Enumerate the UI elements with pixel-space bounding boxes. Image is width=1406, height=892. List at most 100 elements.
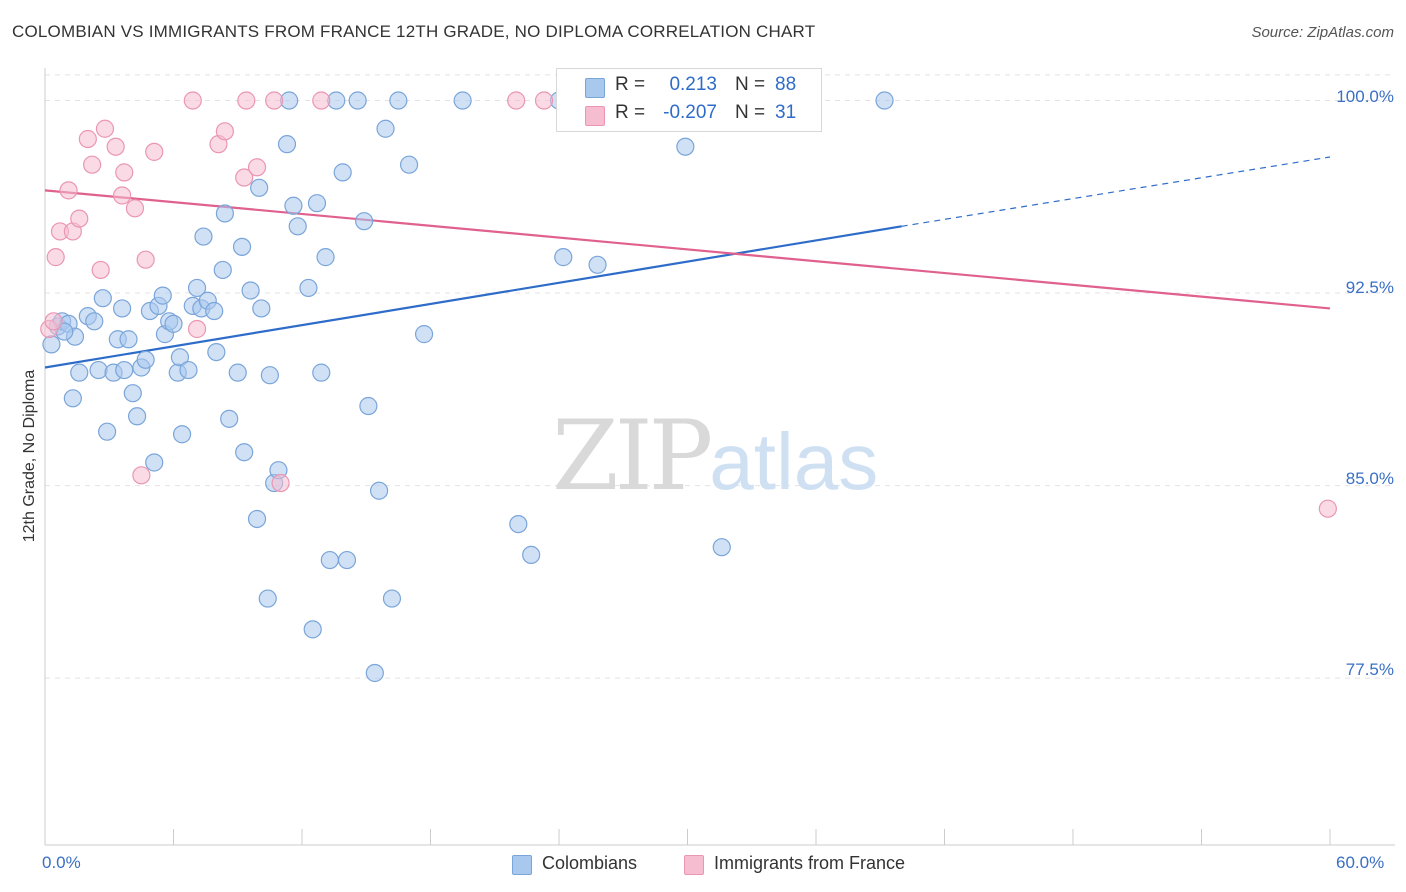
- point-colombians: [284, 196, 303, 215]
- point-colombians: [220, 409, 239, 428]
- point-colombians: [414, 325, 434, 344]
- point-colombians: [320, 550, 339, 570]
- point-colombians: [376, 119, 395, 138]
- point-colombians: [333, 163, 352, 182]
- point-colombians: [247, 509, 267, 529]
- point-colombians: [112, 299, 132, 318]
- point-colombians: [712, 538, 731, 557]
- point-colombians: [164, 314, 183, 333]
- point-colombians: [42, 335, 61, 354]
- x-tick-label-min: 0.0%: [42, 853, 81, 872]
- point-colombians: [588, 255, 607, 274]
- grid-lines: [45, 74, 1395, 679]
- point-colombians: [370, 481, 389, 500]
- point-colombians: [207, 342, 226, 362]
- point-france: [125, 199, 145, 218]
- point-colombians: [299, 278, 318, 298]
- y-tick-label-100: 100.0%: [1336, 87, 1394, 106]
- point-colombians: [453, 91, 472, 110]
- legend-r-value: 0.213: [669, 74, 717, 95]
- point-colombians: [63, 389, 82, 408]
- legend-swatch-pink: [585, 106, 605, 126]
- series-legend-label-colombians: Colombians: [542, 853, 638, 873]
- point-france: [1318, 499, 1337, 518]
- point-colombians: [277, 135, 297, 154]
- point-france: [187, 319, 207, 339]
- chart-title: COLOMBIAN VS IMMIGRANTS FROM FRANCE 12TH…: [12, 22, 816, 41]
- point-france: [136, 250, 155, 269]
- legend-n-value: 88: [775, 74, 797, 95]
- point-colombians: [252, 299, 271, 318]
- point-france: [95, 119, 115, 138]
- watermark-zip: ZIP: [552, 400, 713, 512]
- series-legend-label-france: Immigrants from France: [714, 853, 906, 873]
- point-colombians: [93, 289, 112, 308]
- scatter-points: [40, 91, 1337, 683]
- legend-r-label: R =: [615, 102, 646, 123]
- point-france: [271, 473, 290, 493]
- trend-lines: [44, 156, 1331, 369]
- y-tick-label-85: 85.0%: [1345, 469, 1394, 488]
- point-france: [183, 91, 202, 110]
- point-colombians: [288, 217, 307, 236]
- point-colombians: [875, 91, 894, 110]
- point-colombians: [355, 212, 374, 231]
- point-colombians: [258, 589, 277, 608]
- point-colombians: [123, 384, 142, 403]
- point-france: [106, 137, 125, 156]
- point-france: [215, 122, 234, 141]
- legend-r-label: R =: [615, 74, 646, 95]
- point-france: [44, 312, 63, 331]
- point-colombians: [213, 260, 232, 280]
- point-colombians: [260, 366, 279, 385]
- legend-n-label: N =: [735, 102, 766, 123]
- point-colombians: [232, 237, 252, 256]
- point-colombians: [115, 360, 134, 380]
- point-colombians: [205, 301, 224, 321]
- legend-row-france: R = -0.207 N = 31: [557, 99, 821, 129]
- point-france: [247, 158, 267, 177]
- point-colombians: [307, 194, 327, 213]
- y-tick-label-77-5: 77.5%: [1345, 660, 1394, 679]
- point-colombians: [676, 137, 695, 156]
- point-colombians: [89, 360, 108, 380]
- point-france: [70, 209, 89, 228]
- point-france: [534, 91, 554, 110]
- point-colombians: [235, 443, 254, 462]
- point-colombians: [348, 91, 367, 110]
- correlation-legend: R = 0.213 N = 88 R = -0.207 N = 31: [556, 68, 822, 132]
- point-colombians: [316, 248, 335, 267]
- point-france: [46, 248, 65, 267]
- point-colombians: [70, 363, 89, 382]
- point-france: [59, 181, 78, 200]
- point-colombians: [187, 278, 207, 298]
- series-legend-swatch-france: [684, 855, 704, 875]
- point-colombians: [179, 360, 198, 380]
- point-colombians: [145, 453, 164, 472]
- point-colombians: [509, 514, 528, 534]
- point-france: [132, 466, 151, 485]
- x-tick-label-max: 60.0%: [1336, 853, 1385, 872]
- point-france: [312, 91, 331, 110]
- point-colombians: [127, 407, 147, 426]
- point-colombians: [337, 550, 357, 570]
- point-colombians: [85, 312, 104, 331]
- point-colombians: [241, 281, 260, 300]
- series-legend: Colombians Immigrants from France: [0, 853, 1406, 877]
- point-colombians: [194, 227, 213, 246]
- point-france: [237, 91, 256, 110]
- series-legend-swatch-colombians: [512, 855, 532, 875]
- watermark-atlas: atlas: [709, 417, 879, 506]
- point-colombians: [228, 363, 247, 382]
- legend-swatch-blue: [585, 78, 605, 98]
- point-colombians: [303, 620, 322, 639]
- y-tick-label-92-5: 92.5%: [1345, 278, 1394, 297]
- chart-source: Source: ZipAtlas.com: [1251, 24, 1394, 41]
- point-france: [78, 129, 97, 149]
- axes: [44, 68, 1395, 846]
- legend-n-value: 31: [775, 102, 797, 123]
- point-colombians: [172, 425, 192, 444]
- point-france: [235, 168, 254, 187]
- point-colombians: [359, 396, 378, 416]
